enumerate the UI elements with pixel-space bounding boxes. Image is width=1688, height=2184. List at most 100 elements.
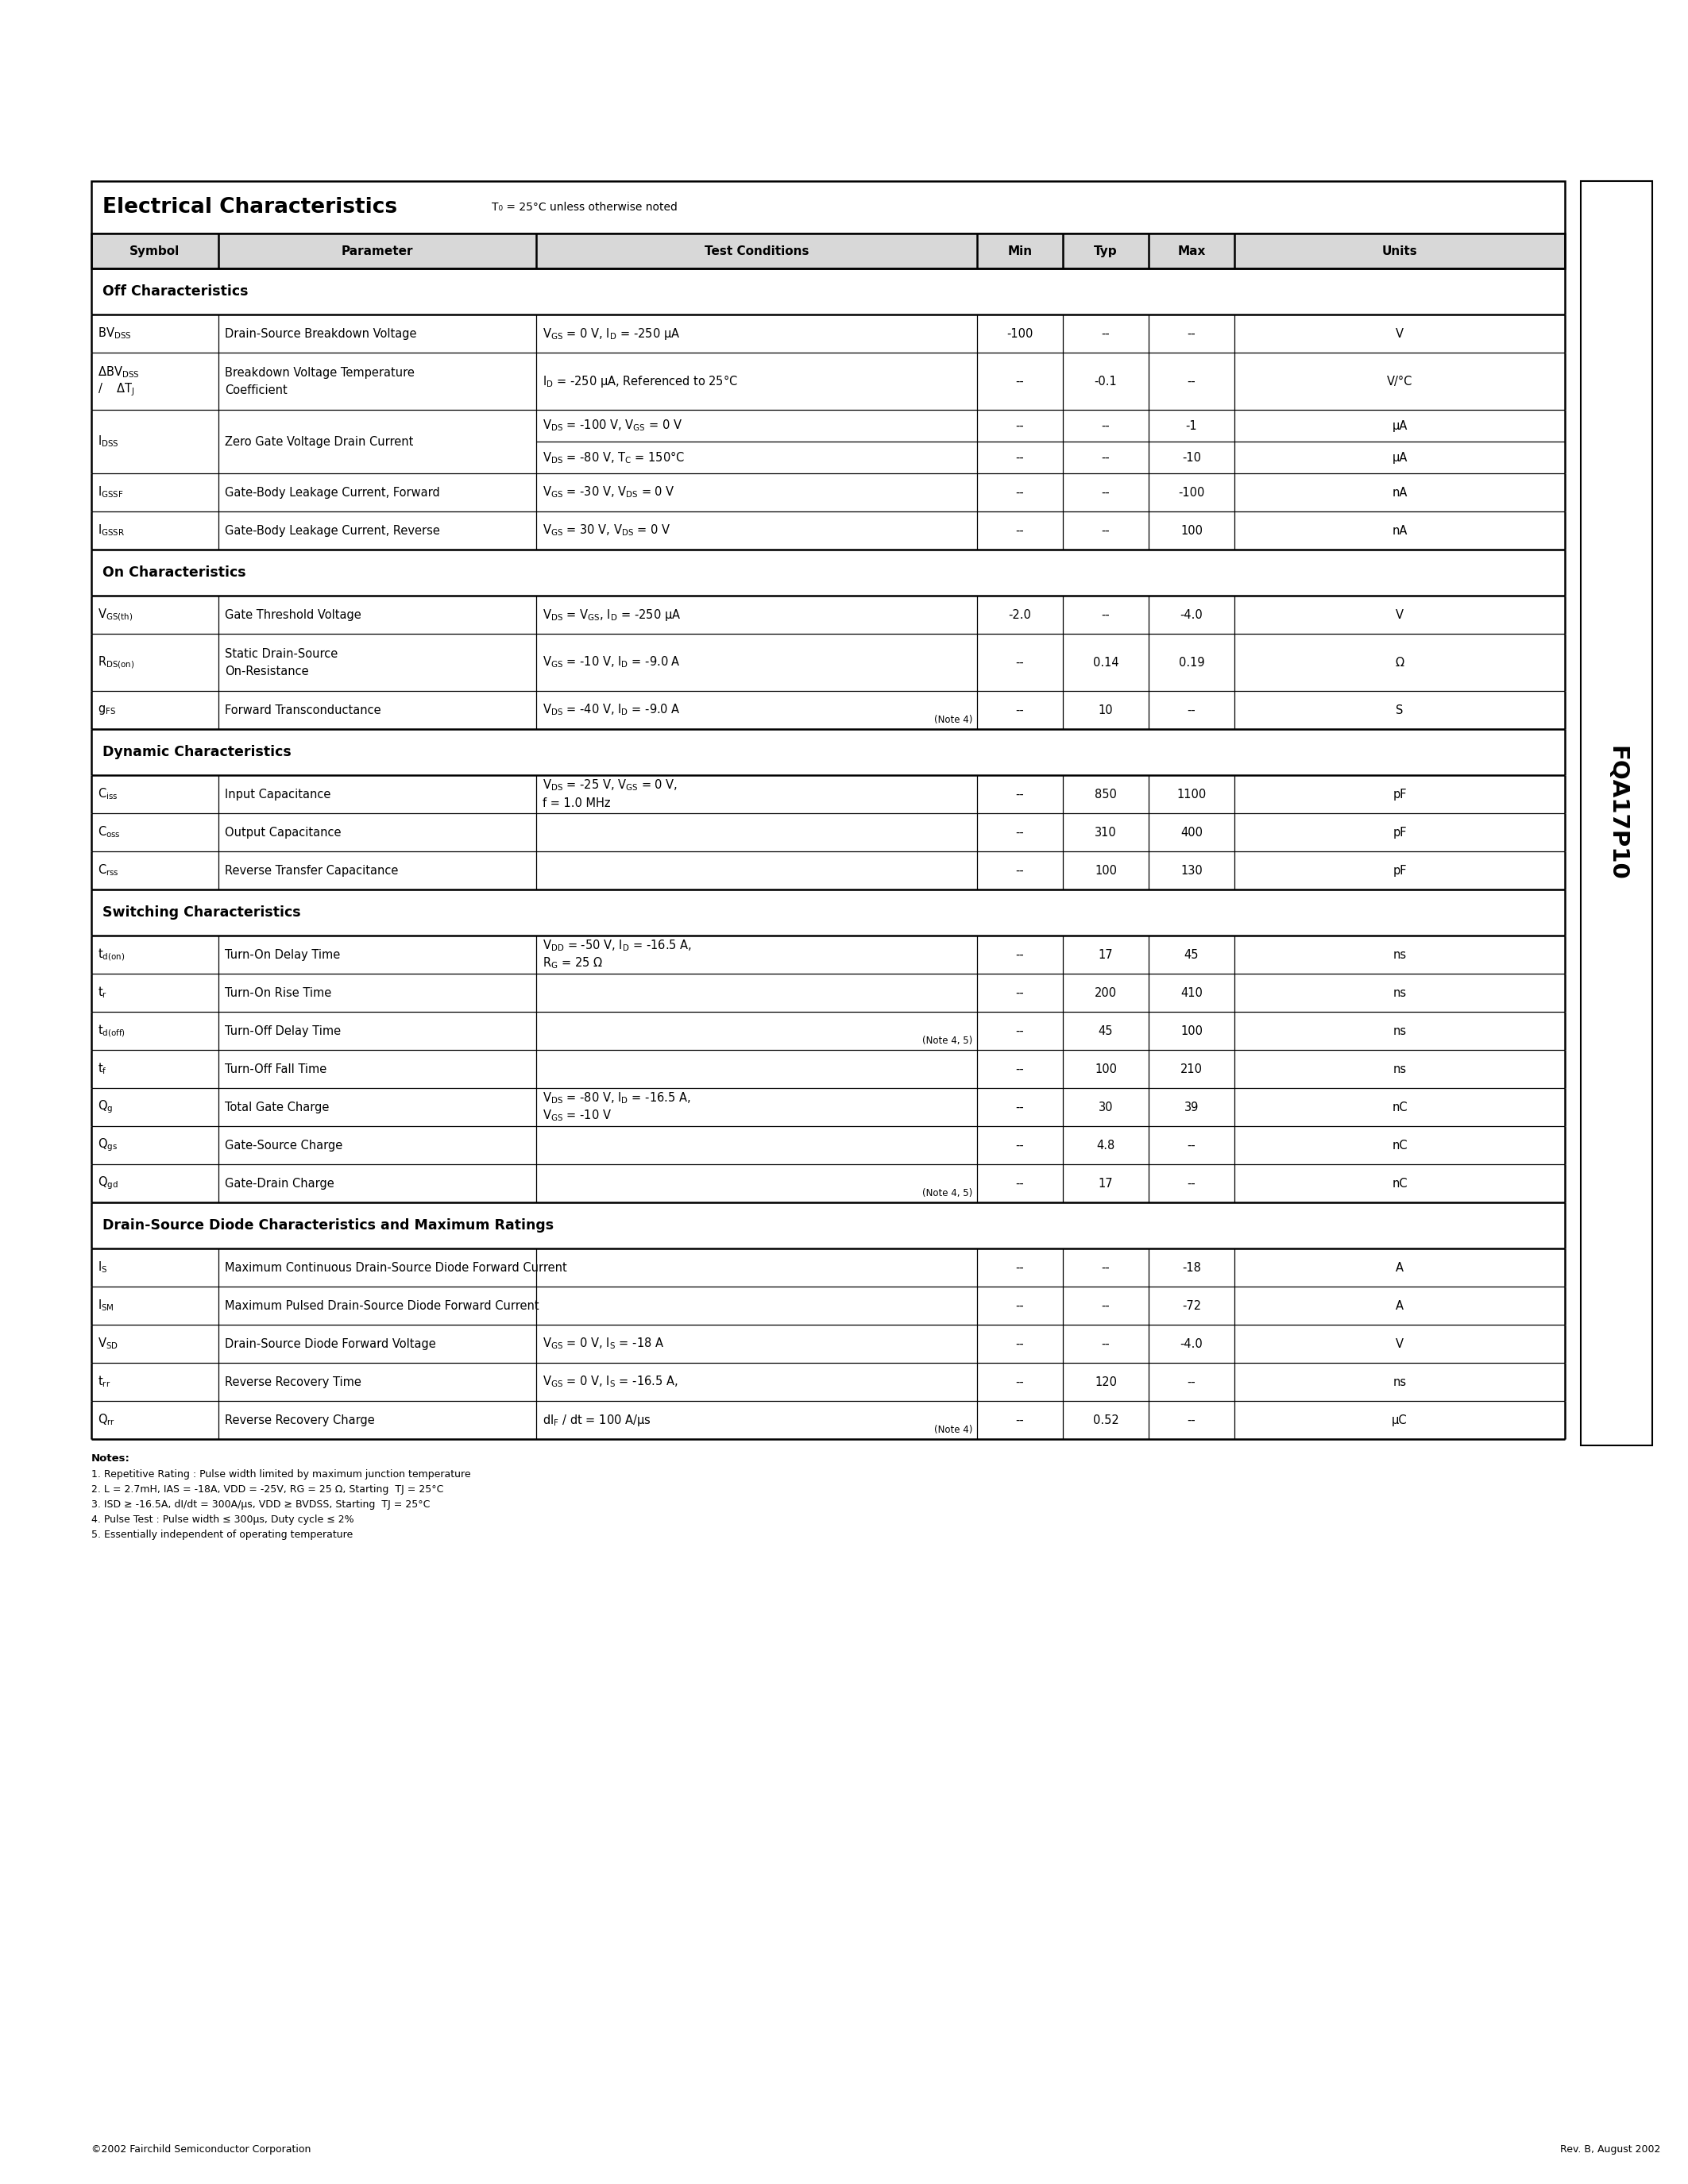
Text: Q$_{\mathregular{gd}}$: Q$_{\mathregular{gd}}$: [98, 1175, 118, 1192]
Text: ns: ns: [1393, 1064, 1406, 1075]
Text: A: A: [1396, 1262, 1404, 1273]
Text: --: --: [1102, 328, 1111, 339]
Text: 130: 130: [1180, 865, 1202, 876]
Text: Zero Gate Voltage Drain Current: Zero Gate Voltage Drain Current: [225, 435, 414, 448]
Text: --: --: [1016, 1177, 1025, 1190]
Text: 4. Pulse Test : Pulse width ≤ 300μs, Duty cycle ≤ 2%: 4. Pulse Test : Pulse width ≤ 300μs, Dut…: [91, 1514, 354, 1524]
Text: V: V: [1396, 1339, 1404, 1350]
Text: Ω: Ω: [1396, 657, 1404, 668]
Bar: [1580, 181, 1653, 1446]
Text: Breakdown Voltage Temperature: Breakdown Voltage Temperature: [225, 367, 415, 378]
Text: 45: 45: [1099, 1024, 1112, 1037]
Text: Q$_{\mathregular{rr}}$: Q$_{\mathregular{rr}}$: [98, 1413, 115, 1428]
Text: --: --: [1102, 1262, 1111, 1273]
Text: --: --: [1102, 1339, 1111, 1350]
Text: --: --: [1016, 703, 1025, 716]
Text: 410: 410: [1180, 987, 1202, 998]
Text: --: --: [1187, 1140, 1195, 1151]
Text: --: --: [1187, 1376, 1195, 1387]
Text: ns: ns: [1393, 1024, 1406, 1037]
Text: nA: nA: [1393, 524, 1408, 537]
Text: Rev. B, August 2002: Rev. B, August 2002: [1560, 2145, 1661, 2156]
Text: f = 1.0 MHz: f = 1.0 MHz: [542, 797, 611, 808]
Text: 850: 850: [1094, 788, 1117, 799]
Text: -18: -18: [1182, 1262, 1202, 1273]
Text: Q$_{\mathregular{gs}}$: Q$_{\mathregular{gs}}$: [98, 1138, 118, 1153]
Text: Notes:: Notes:: [91, 1452, 130, 1463]
Text: BV$_{\mathregular{DSS}}$: BV$_{\mathregular{DSS}}$: [98, 325, 132, 341]
Text: --: --: [1102, 487, 1111, 498]
Text: Reverse Transfer Capacitance: Reverse Transfer Capacitance: [225, 865, 398, 876]
Text: --: --: [1016, 788, 1025, 799]
Text: -10: -10: [1182, 452, 1202, 463]
Text: V$_{\mathregular{DS}}$ = -100 V, V$_{\mathregular{GS}}$ = 0 V: V$_{\mathregular{DS}}$ = -100 V, V$_{\ma…: [542, 419, 682, 432]
Text: dI$_{\mathregular{F}}$ / dt = 100 A/μs: dI$_{\mathregular{F}}$ / dt = 100 A/μs: [542, 1413, 652, 1428]
Text: V$_{\mathregular{GS}}$ = -30 V, V$_{\mathregular{DS}}$ = 0 V: V$_{\mathregular{GS}}$ = -30 V, V$_{\mat…: [542, 485, 675, 500]
Text: V: V: [1396, 328, 1404, 339]
Text: 400: 400: [1180, 826, 1202, 839]
Text: ΔBV$_{\mathregular{DSS}}$: ΔBV$_{\mathregular{DSS}}$: [98, 365, 140, 380]
Text: -4.0: -4.0: [1180, 1339, 1204, 1350]
Text: Drain-Source Diode Forward Voltage: Drain-Source Diode Forward Voltage: [225, 1339, 436, 1350]
Text: 39: 39: [1185, 1101, 1198, 1114]
Text: 0.19: 0.19: [1178, 657, 1205, 668]
Text: V$_{\mathregular{DS}}$ = V$_{\mathregular{GS}}$, I$_{\mathregular{D}}$ = -250 μA: V$_{\mathregular{DS}}$ = V$_{\mathregula…: [542, 607, 680, 622]
Text: --: --: [1016, 1299, 1025, 1313]
Text: -4.0: -4.0: [1180, 609, 1204, 620]
Text: Parameter: Parameter: [341, 245, 414, 258]
Text: 1100: 1100: [1177, 788, 1207, 799]
Text: --: --: [1016, 452, 1025, 463]
Text: pF: pF: [1393, 788, 1406, 799]
Text: On-Resistance: On-Resistance: [225, 666, 309, 677]
Text: Forward Transconductance: Forward Transconductance: [225, 703, 381, 716]
Text: --: --: [1016, 376, 1025, 387]
Text: Symbol: Symbol: [130, 245, 181, 258]
Text: --: --: [1016, 1413, 1025, 1426]
Text: 1. Repetitive Rating : Pulse width limited by maximum junction temperature: 1. Repetitive Rating : Pulse width limit…: [91, 1470, 471, 1479]
Text: I$_{\mathregular{GSSF}}$: I$_{\mathregular{GSSF}}$: [98, 485, 123, 500]
Text: T₀ = 25°C unless otherwise noted: T₀ = 25°C unless otherwise noted: [491, 201, 677, 212]
Text: 5. Essentially independent of operating temperature: 5. Essentially independent of operating …: [91, 1529, 353, 1540]
Text: Drain-Source Diode Characteristics and Maximum Ratings: Drain-Source Diode Characteristics and M…: [103, 1219, 554, 1232]
Text: 10: 10: [1099, 703, 1112, 716]
Text: -0.1: -0.1: [1094, 376, 1117, 387]
Text: C$_{\mathregular{oss}}$: C$_{\mathregular{oss}}$: [98, 826, 120, 839]
Text: μA: μA: [1393, 419, 1408, 432]
Text: nC: nC: [1393, 1101, 1408, 1114]
Text: V$_{\mathregular{DS}}$ = -80 V, I$_{\mathregular{D}}$ = -16.5 A,: V$_{\mathregular{DS}}$ = -80 V, I$_{\mat…: [542, 1092, 690, 1105]
Text: 100: 100: [1094, 865, 1117, 876]
Text: Off Characteristics: Off Characteristics: [103, 284, 248, 299]
Text: Turn-On Rise Time: Turn-On Rise Time: [225, 987, 331, 998]
Text: Gate-Body Leakage Current, Reverse: Gate-Body Leakage Current, Reverse: [225, 524, 441, 537]
Text: --: --: [1016, 987, 1025, 998]
Text: 200: 200: [1094, 987, 1117, 998]
Text: V$_{\mathregular{GS}}$ = -10 V: V$_{\mathregular{GS}}$ = -10 V: [542, 1109, 611, 1123]
Text: --: --: [1102, 452, 1111, 463]
Text: --: --: [1187, 1413, 1195, 1426]
Text: pF: pF: [1393, 826, 1406, 839]
Text: 45: 45: [1185, 948, 1198, 961]
Text: Total Gate Charge: Total Gate Charge: [225, 1101, 329, 1114]
Text: nC: nC: [1393, 1140, 1408, 1151]
Text: --: --: [1016, 1376, 1025, 1387]
Text: 0.52: 0.52: [1092, 1413, 1119, 1426]
Text: V$_{\mathregular{GS}}$ = 0 V, I$_{\mathregular{S}}$ = -18 A: V$_{\mathregular{GS}}$ = 0 V, I$_{\mathr…: [542, 1337, 665, 1352]
Text: μC: μC: [1393, 1413, 1408, 1426]
Text: Input Capacitance: Input Capacitance: [225, 788, 331, 799]
Text: V$_{\mathregular{GS}}$ = -10 V, I$_{\mathregular{D}}$ = -9.0 A: V$_{\mathregular{GS}}$ = -10 V, I$_{\mat…: [542, 655, 680, 670]
Text: On Characteristics: On Characteristics: [103, 566, 246, 579]
Text: -100: -100: [1006, 328, 1033, 339]
Text: Drain-Source Breakdown Voltage: Drain-Source Breakdown Voltage: [225, 328, 417, 339]
Text: Dynamic Characteristics: Dynamic Characteristics: [103, 745, 292, 760]
Text: --: --: [1016, 419, 1025, 432]
Text: μA: μA: [1393, 452, 1408, 463]
Text: -2.0: -2.0: [1008, 609, 1031, 620]
Text: nA: nA: [1393, 487, 1408, 498]
Text: Turn-Off Fall Time: Turn-Off Fall Time: [225, 1064, 327, 1075]
Text: Reverse Recovery Time: Reverse Recovery Time: [225, 1376, 361, 1387]
Text: 210: 210: [1180, 1064, 1202, 1075]
Text: A: A: [1396, 1299, 1404, 1313]
Text: Units: Units: [1382, 245, 1418, 258]
Text: --: --: [1016, 1262, 1025, 1273]
Text: (Note 4, 5): (Note 4, 5): [922, 1035, 972, 1046]
